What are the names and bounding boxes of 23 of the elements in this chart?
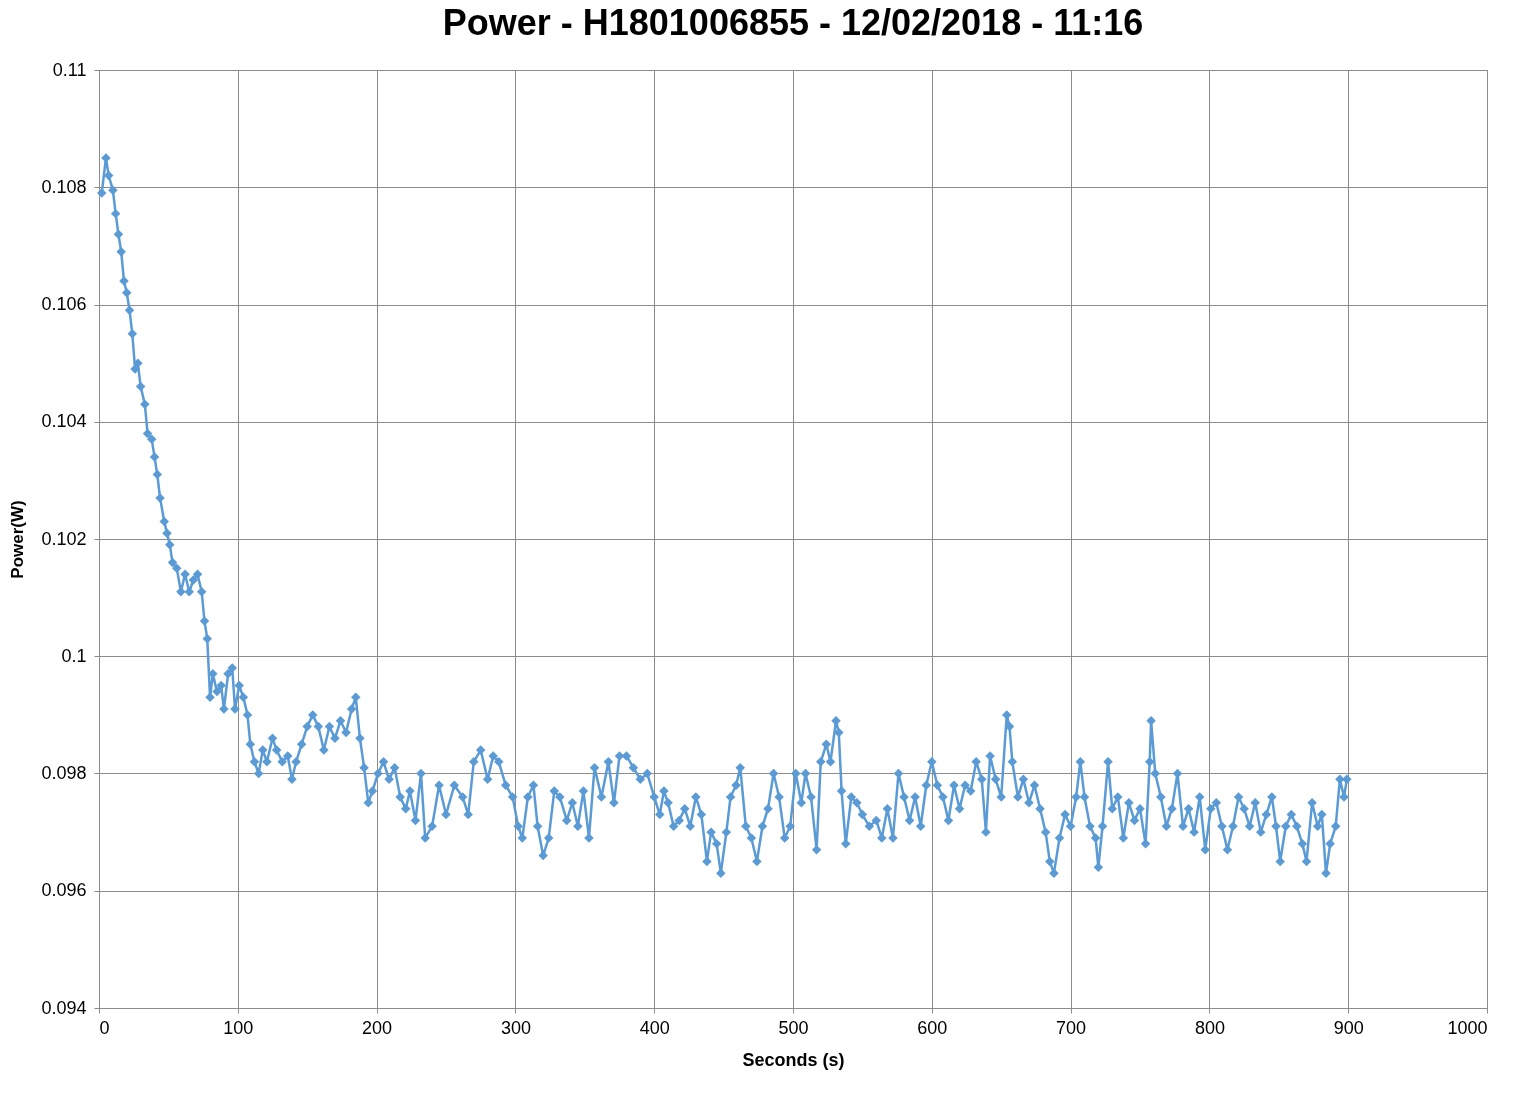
x-tick-label: 900 — [1333, 1017, 1364, 1038]
x-tick-label: 1000 — [1447, 1017, 1488, 1038]
y-tick-label: 0.098 — [41, 763, 87, 783]
y-axis-title: Power(W) — [8, 500, 28, 579]
x-tick-label: 100 — [223, 1017, 254, 1038]
y-tick-label: 0.106 — [41, 294, 87, 314]
y-tick-label: 0.102 — [41, 528, 87, 549]
y-tick-label: 0.096 — [41, 880, 87, 901]
y-tick-label: 0.11 — [52, 59, 87, 80]
x-tick-label: 700 — [1056, 1017, 1087, 1038]
x-tick-label: 800 — [1194, 1017, 1225, 1038]
y-tick-label: 0.1 — [61, 645, 87, 666]
x-tick-label: 200 — [362, 1017, 393, 1038]
x-tick-label: 300 — [500, 1017, 531, 1038]
x-tick-label: 400 — [639, 1017, 670, 1038]
x-axis-title: Seconds (s) — [742, 1049, 845, 1070]
chart-title: Power - H1801006855 - 12/02/2018 - 11:16 — [442, 2, 1144, 43]
y-tick-label: 0.104 — [41, 411, 87, 432]
x-tick-label: 0 — [99, 1017, 110, 1038]
y-tick-label: 0.094 — [41, 997, 87, 1018]
y-tick-label: 0.108 — [41, 176, 87, 197]
x-tick-label: 500 — [778, 1017, 809, 1038]
x-tick-label: 600 — [917, 1017, 948, 1038]
